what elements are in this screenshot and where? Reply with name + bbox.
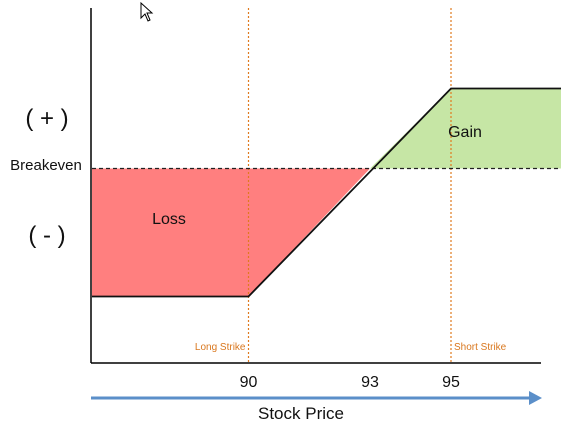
x-tick-label: 90 [240,374,258,391]
x-tick-label: 95 [442,374,460,391]
gain-region [370,88,561,169]
loss-region [92,168,370,297]
short-strike-label: Short Strike [454,342,507,353]
cursor-icon [140,1,154,22]
y-label-positive: ( + ) [25,105,68,132]
loss-region-label: Loss [152,211,186,228]
x-axis-label: Stock Price [258,404,344,423]
x-tick-label: 93 [361,374,379,391]
y-label-negative: ( - ) [28,222,65,249]
y-label-breakeven: Breakeven [10,157,82,174]
payoff-line [92,87,561,298]
arrow-head-icon [529,391,542,405]
long-strike-label: Long Strike [195,342,246,353]
gain-region-label: Gain [448,124,482,141]
